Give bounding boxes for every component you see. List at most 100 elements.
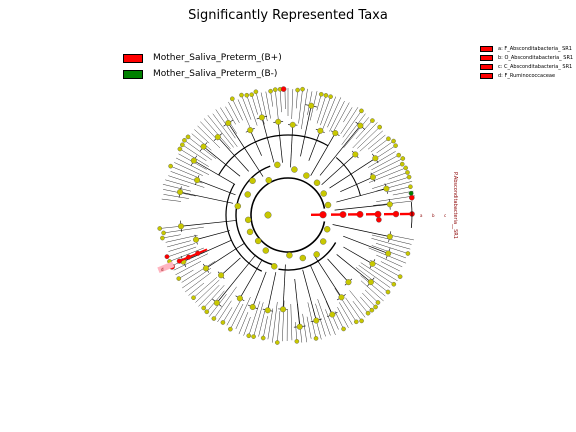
internal-branch: [343, 235, 389, 254]
leaf-branch: [185, 272, 212, 293]
leaf-node: [359, 318, 364, 324]
leaf-branch: [343, 107, 353, 123]
enriched-branch: [178, 256, 189, 263]
leaf-branch: [388, 172, 408, 180]
leaf-branch: [290, 304, 293, 341]
leaf-branch: [337, 307, 349, 328]
leaf-branch: [360, 280, 384, 302]
leaf-branch: [163, 194, 189, 199]
leaf-node: [211, 316, 217, 321]
leaf-branch: [173, 253, 209, 271]
leaf-node: [359, 108, 364, 114]
inner-node: [234, 202, 242, 210]
internal-branch: [334, 203, 390, 211]
leaf-node: [274, 340, 280, 345]
leaf-branch: [373, 163, 403, 177]
internal-node: [345, 279, 352, 286]
internal-branch: [261, 117, 275, 163]
internal-branch: [227, 122, 264, 177]
inner-node: [271, 263, 278, 270]
legend-item-bplus: Mother_Saliva_Preterm_(B+): [123, 50, 282, 66]
leaf-node: [406, 174, 412, 180]
internal-branch: [267, 272, 277, 311]
internal-branch: [179, 191, 234, 204]
leaf-branch: [367, 134, 386, 150]
enriched-node: [164, 254, 170, 260]
internal-branch: [195, 230, 230, 240]
leaf-branch: [296, 90, 298, 109]
side-tag-d: d: [161, 267, 164, 272]
internal-node: [357, 122, 364, 129]
leaf-branch: [207, 115, 234, 148]
leaf-branch: [320, 96, 331, 126]
leaf-branch: [295, 322, 298, 342]
leaf-branch: [176, 157, 210, 175]
inner-node: [324, 201, 332, 209]
leaf-branch: [302, 313, 307, 343]
internal-branch: [277, 121, 283, 163]
inner-node: [320, 190, 327, 197]
leaf-node: [204, 309, 210, 315]
internal-node: [213, 299, 220, 306]
inner-node: [313, 251, 320, 258]
leaf-branch: [203, 285, 225, 309]
internal-branch: [203, 146, 241, 177]
leaf-branch: [358, 265, 391, 288]
legend-swatch-green: [123, 69, 143, 79]
internal-branch: [308, 130, 321, 161]
internal-node: [193, 236, 200, 243]
leaf-branch: [184, 140, 212, 161]
leaf-branch: [307, 302, 317, 339]
leaf-branch: [392, 235, 414, 241]
cladogram-nodes: [157, 86, 415, 345]
taxa-label: c: C_Absconditabacteria_ SR1: [498, 63, 573, 70]
leaf-node: [391, 281, 397, 287]
leaf-branch: [170, 165, 198, 178]
taxa-swatch: [480, 54, 493, 61]
leaf-node: [318, 91, 324, 97]
leaf-branch: [253, 302, 264, 337]
leaf-node: [373, 304, 378, 310]
internal-node: [280, 306, 287, 313]
internal-node: [202, 265, 209, 272]
internal-branch: [300, 105, 312, 157]
internal-node: [247, 127, 254, 134]
leaf-node: [268, 88, 273, 94]
internal-node: [369, 260, 376, 267]
inner-node: [319, 238, 327, 245]
leaf-branch: [359, 130, 383, 152]
leaf-branch: [188, 282, 205, 296]
leaf-node: [201, 305, 207, 311]
inner-node: [313, 179, 321, 186]
leaf-branch: [212, 113, 238, 147]
enriched-node: [280, 86, 287, 92]
internal-node: [386, 233, 393, 240]
taxa-legend: a: F_Absconditabacteria_ SR1 b: O_Abscon…: [480, 44, 576, 80]
leaf-node: [399, 161, 405, 167]
inner-node: [249, 177, 256, 185]
leaf-branch: [246, 95, 258, 126]
taxa-label: d: F_Ruminococcaceae: [498, 72, 556, 79]
taxa-swatch: [480, 72, 493, 79]
internal-branch: [252, 271, 267, 308]
leaf-branch: [167, 246, 197, 258]
leaf-branch: [241, 95, 252, 120]
class-arc: [278, 242, 337, 271]
legend-swatch-red: [123, 53, 143, 63]
leaf-branch: [198, 285, 220, 307]
taxa-legend-item: b: O_Absconditabacteria_ SR1: [480, 53, 576, 62]
leaf-branch: [317, 299, 331, 336]
leaf-branch: [248, 301, 261, 336]
leaf-branch: [284, 88, 286, 110]
leaf-branch: [265, 91, 271, 119]
leaf-branch: [376, 140, 394, 154]
taxa-swatch: [480, 45, 493, 52]
leaf-node: [177, 146, 183, 152]
internal-branch: [336, 188, 387, 203]
leaf-branch: [230, 303, 244, 330]
inner-node: [299, 254, 307, 262]
leaf-branch: [301, 88, 308, 130]
leaf-node: [397, 274, 403, 279]
internal-branch: [196, 179, 236, 196]
